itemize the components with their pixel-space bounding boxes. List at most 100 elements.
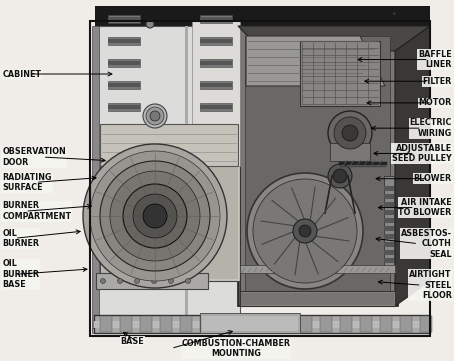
- Bar: [200, 83, 232, 87]
- Bar: [90, 21, 430, 336]
- Bar: [400, 316, 412, 332]
- Bar: [384, 250, 394, 255]
- Circle shape: [143, 104, 167, 128]
- Bar: [384, 194, 394, 199]
- Circle shape: [110, 171, 200, 261]
- Bar: [384, 186, 394, 191]
- Circle shape: [100, 161, 210, 271]
- Bar: [95, 27, 430, 31]
- Polygon shape: [238, 26, 430, 51]
- Bar: [108, 105, 140, 109]
- Bar: [108, 103, 140, 111]
- Circle shape: [247, 173, 363, 289]
- Bar: [153, 116, 157, 181]
- Circle shape: [133, 194, 177, 238]
- Text: FILTER: FILTER: [423, 77, 452, 86]
- Text: BAFFLE
LINER: BAFFLE LINER: [418, 50, 452, 69]
- Bar: [102, 163, 238, 279]
- Bar: [100, 316, 112, 332]
- Bar: [140, 316, 152, 332]
- Bar: [92, 26, 99, 331]
- Circle shape: [333, 169, 347, 183]
- Bar: [108, 59, 140, 67]
- Bar: [108, 37, 140, 45]
- Bar: [384, 176, 394, 266]
- Bar: [280, 316, 292, 332]
- Bar: [120, 316, 132, 332]
- Bar: [95, 26, 240, 331]
- Bar: [260, 316, 272, 332]
- Bar: [200, 81, 232, 89]
- Bar: [100, 161, 240, 281]
- Text: ADJUSTABLE
SEED PULLEY: ADJUSTABLE SEED PULLEY: [392, 144, 452, 163]
- Bar: [320, 316, 332, 332]
- Bar: [200, 59, 232, 67]
- Text: MOTOR: MOTOR: [419, 99, 452, 107]
- Bar: [160, 316, 172, 332]
- Text: CABINET: CABINET: [2, 70, 41, 78]
- Bar: [220, 316, 232, 332]
- Text: AIRTIGHT
STEEL
FLOOR: AIRTIGHT STEEL FLOOR: [409, 270, 452, 300]
- Bar: [384, 242, 394, 247]
- Bar: [330, 143, 370, 161]
- Bar: [108, 83, 140, 87]
- Bar: [384, 218, 394, 223]
- Bar: [202, 316, 298, 331]
- Text: BASE: BASE: [120, 337, 144, 345]
- Bar: [96, 273, 208, 289]
- Bar: [200, 316, 212, 332]
- Bar: [380, 316, 392, 332]
- Circle shape: [118, 278, 123, 283]
- Text: ASBESTOS-
CLOTH
SEAL: ASBESTOS- CLOTH SEAL: [401, 229, 452, 258]
- Bar: [240, 265, 395, 273]
- Bar: [240, 291, 395, 306]
- Bar: [200, 105, 232, 109]
- Circle shape: [146, 107, 164, 125]
- Text: AIR INTAKE
TO BLOWER: AIR INTAKE TO BLOWER: [399, 198, 452, 217]
- Bar: [240, 29, 395, 304]
- Circle shape: [253, 179, 357, 283]
- Bar: [200, 15, 232, 23]
- Bar: [200, 61, 232, 65]
- Bar: [300, 316, 312, 332]
- Text: OIL
BURNER: OIL BURNER: [2, 229, 39, 248]
- Polygon shape: [395, 26, 430, 306]
- Circle shape: [342, 125, 358, 141]
- Bar: [360, 316, 372, 332]
- Bar: [108, 15, 140, 23]
- Circle shape: [328, 164, 352, 188]
- Circle shape: [134, 278, 139, 283]
- Bar: [185, 26, 188, 331]
- Circle shape: [299, 225, 311, 237]
- Circle shape: [186, 278, 191, 283]
- Bar: [95, 6, 430, 28]
- Bar: [340, 316, 352, 332]
- Bar: [100, 124, 238, 166]
- Bar: [238, 26, 398, 306]
- Bar: [200, 313, 300, 333]
- Bar: [108, 81, 140, 89]
- Bar: [200, 37, 232, 45]
- Circle shape: [168, 278, 173, 283]
- Bar: [94, 315, 430, 333]
- Bar: [245, 36, 390, 301]
- Circle shape: [90, 151, 220, 281]
- Text: RADIATING
SURFACE: RADIATING SURFACE: [2, 173, 52, 192]
- Bar: [384, 234, 394, 239]
- Bar: [108, 39, 140, 43]
- Circle shape: [123, 184, 187, 248]
- Circle shape: [83, 144, 227, 288]
- Text: ELECTRIC
WIRING: ELECTRIC WIRING: [410, 118, 452, 138]
- Bar: [384, 226, 394, 231]
- Text: BLOWER: BLOWER: [414, 174, 452, 183]
- Text: OIL
BURNER
BASE: OIL BURNER BASE: [2, 260, 39, 289]
- Bar: [94, 321, 430, 328]
- Bar: [241, 293, 394, 305]
- Bar: [384, 210, 394, 215]
- Circle shape: [150, 111, 160, 121]
- Text: BURNER
COMPARTMENT: BURNER COMPARTMENT: [2, 201, 71, 221]
- Bar: [240, 316, 252, 332]
- Circle shape: [152, 278, 157, 283]
- Text: COMBUSTION-CHAMBER
MOUNTING: COMBUSTION-CHAMBER MOUNTING: [182, 339, 291, 358]
- Circle shape: [143, 204, 167, 228]
